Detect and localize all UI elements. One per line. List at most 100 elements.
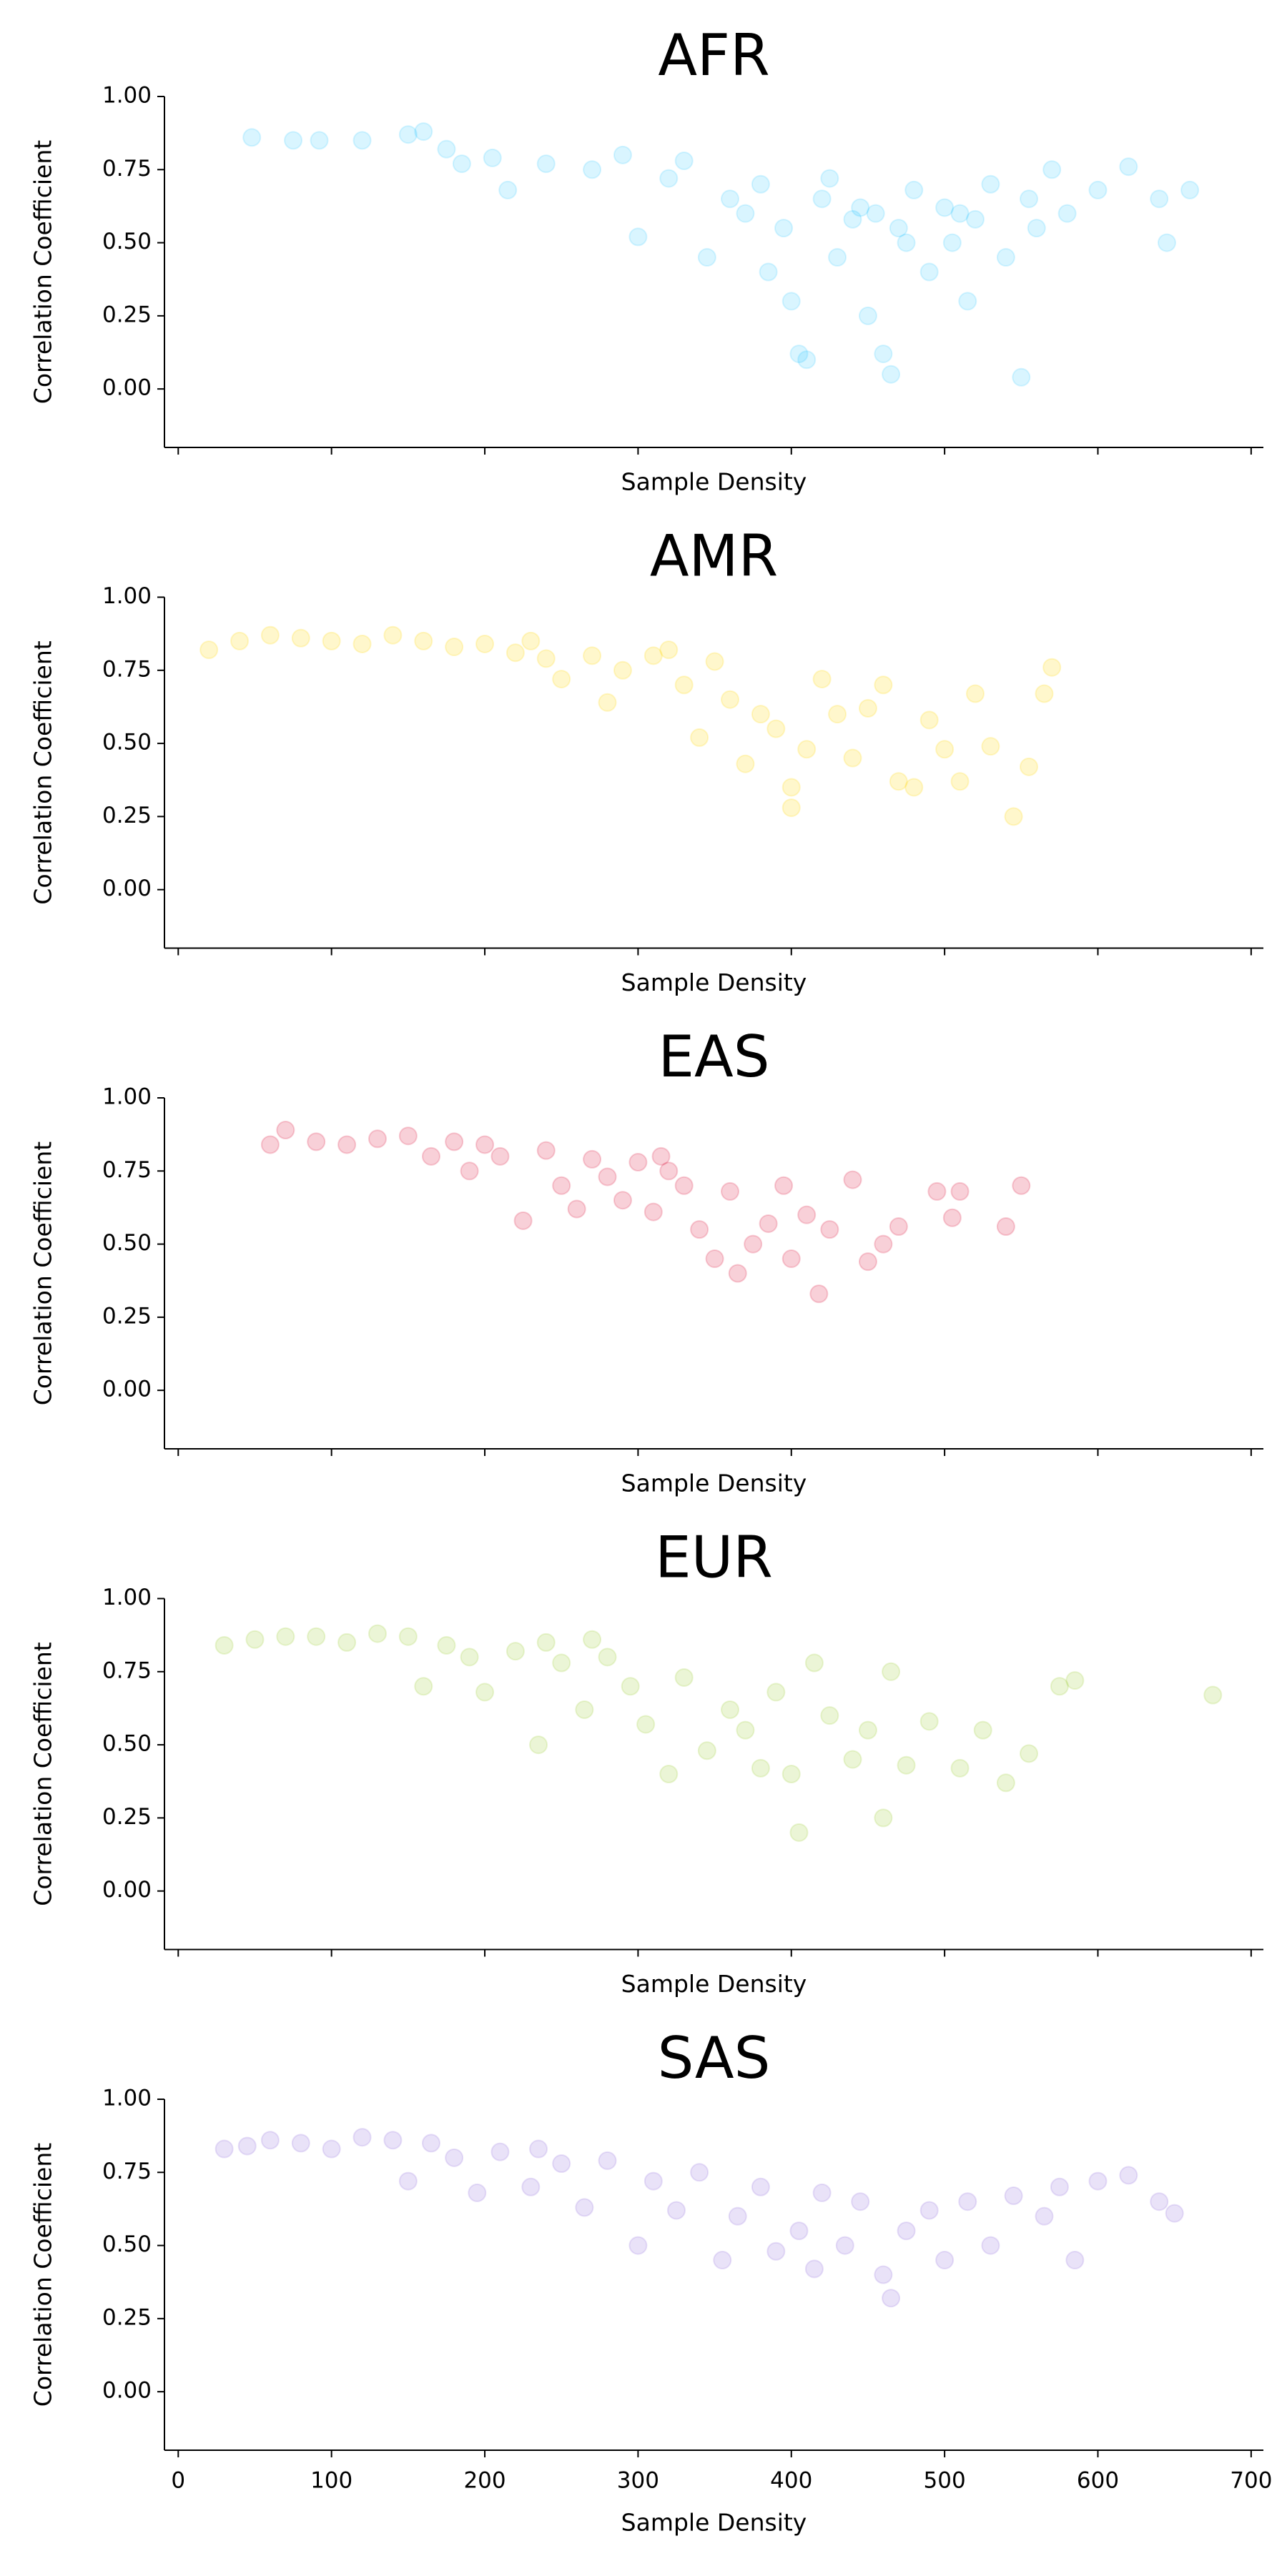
scatter-point [919,262,939,282]
subplot: EUR 0.00 0.25 0.50 0.75 1.00 Sample Density Cor… [29,1524,1263,1998]
y-tick-label: 0.75 [102,156,152,182]
scatter-point [851,198,870,217]
scatter-point [812,189,832,209]
scatter-point [659,169,679,188]
scatter-point [383,2131,403,2150]
scatter-point [598,693,617,712]
scatter-point [882,1662,901,1681]
scatter-point [552,2154,571,2174]
scatter-point [1035,684,1054,703]
scatter-point [613,1191,632,1210]
scatter-point [728,2206,747,2226]
scatter-point [781,778,801,797]
scatter-point [583,1149,602,1169]
scatter-points [199,625,1062,826]
scatter-point [981,737,1000,756]
scatter-point [958,2192,977,2211]
scatter-point [598,1648,617,1667]
scatter-point [1004,2186,1023,2206]
scatter-point [721,189,740,209]
scatter-point [874,345,893,364]
x-axis-label: Sample Density [621,1470,807,1497]
y-axis-label: Correlation Coefficient [29,1642,57,1906]
scatter-point [437,139,456,159]
scatter-point [552,670,571,689]
scatter-point [935,740,955,759]
scatter-point [789,2221,809,2241]
scatter-point [950,204,970,223]
scatter-point [973,1720,992,1740]
scatter-point [644,1202,663,1222]
scatter-point [950,1758,970,1778]
scatter-point [697,248,716,267]
scatter-point [452,154,471,174]
x-tick-label: 700 [1230,2468,1272,2494]
scatter-point [276,1121,295,1140]
scatter-points [214,2128,1184,2308]
scatter-point [751,2177,770,2196]
x-axis-label: Sample Density [621,468,807,496]
scatter-point [352,131,372,150]
scatter-point [927,1182,947,1201]
scatter-point [866,204,885,223]
scatter-point [613,145,632,164]
scatter-point [437,1635,456,1655]
scatter-point [965,209,985,229]
scatter-point [291,628,310,648]
y-tick-label: 0.75 [102,1658,152,1683]
scatter-point [398,125,418,144]
scatter-point [996,1217,1015,1237]
scatter-point [1050,1677,1069,1696]
scatter-point [284,131,303,150]
scatter-point [414,631,433,650]
y-tick-label: 0.75 [102,1157,152,1183]
scatter-point [919,1712,939,1731]
y-tick-label: 0.75 [102,2159,152,2184]
scatter-point [904,180,924,199]
scatter-point [613,660,632,680]
scatter-point [1020,757,1039,776]
scatter-point [1012,367,1031,387]
scatter-point [245,1630,265,1649]
scatter-point [942,1208,962,1227]
scatter-point [958,292,977,311]
scatter-point [506,1642,525,1661]
scatter-point [475,634,495,653]
scatter-point [368,1624,387,1643]
scatter-point [1088,180,1108,199]
chart-title: AFR [658,22,769,89]
scatter-point [1150,2192,1169,2211]
scatter-point [583,1630,602,1649]
scatter-point [843,1170,862,1189]
scatter-point [981,2236,1000,2255]
scatter-point [506,643,525,663]
scatter-point [552,1176,571,1195]
scatter-point [820,1220,839,1239]
scatter-point [828,248,847,267]
scatter-point [598,1167,617,1187]
scatter-point [874,2265,893,2284]
scatter-point [276,1627,295,1646]
scatter-point [935,198,955,217]
chart-title: EUR [655,1524,773,1590]
y-axis-label: Correlation Coefficient [29,2143,57,2407]
scatter-point [1119,2166,1138,2185]
scatter-point [674,1668,694,1687]
scatter-point [950,1182,970,1201]
scatter-point [882,365,901,384]
scatter-point [751,1758,770,1778]
y-tick-label: 1.00 [102,2086,152,2111]
scatter-point [820,169,839,188]
scatter-point [1020,189,1039,209]
scatter-point [981,174,1000,194]
scatter-point [804,1653,824,1673]
scatter-point [874,1808,893,1828]
y-tick-label: 0.25 [102,803,152,828]
scatter-point [460,1648,479,1667]
scatter-point [858,1720,877,1740]
scatter-point [713,2251,732,2270]
scatter-point [1057,204,1077,223]
scatter-point [674,675,694,695]
scatter-point [858,1252,877,1272]
scatter-point [789,345,809,364]
